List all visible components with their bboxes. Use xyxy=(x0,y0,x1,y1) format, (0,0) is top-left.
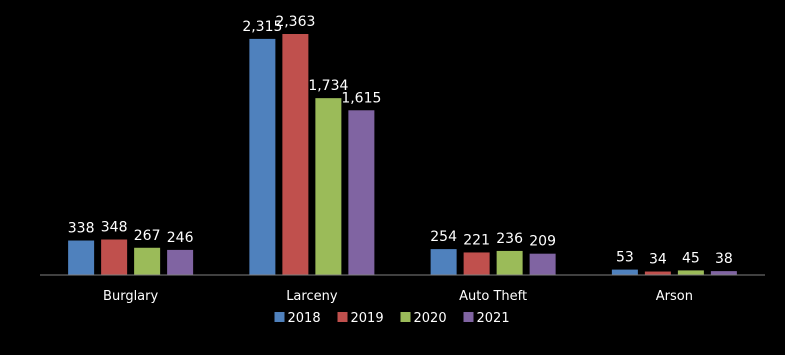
data-label-burglary-2021: 246 xyxy=(167,230,194,246)
data-label-larceny-2019: 2,363 xyxy=(275,14,315,30)
bar-auto-theft-2020 xyxy=(496,250,523,275)
legend-swatch-2019 xyxy=(337,312,348,322)
bar-larceny-2018 xyxy=(249,38,276,275)
data-label-burglary-2019: 348 xyxy=(101,220,128,236)
legend-swatch-2018 xyxy=(274,312,285,322)
bar-arson-2019 xyxy=(644,271,671,275)
bar-arson-2020 xyxy=(677,270,704,275)
data-label-larceny-2020: 1,734 xyxy=(308,78,348,94)
legend-label-2020: 2020 xyxy=(414,311,447,326)
data-label-auto-theft-2018: 254 xyxy=(430,229,457,245)
category-label-arson: Arson xyxy=(656,289,693,304)
bar-larceny-2020 xyxy=(315,98,342,275)
bar-burglary-2018 xyxy=(68,240,95,275)
bar-larceny-2019 xyxy=(282,34,309,275)
legend-label-2019: 2019 xyxy=(351,311,384,326)
data-label-arson-2021: 38 xyxy=(715,251,733,267)
bar-auto-theft-2018 xyxy=(430,249,457,275)
legend-swatch-2020 xyxy=(400,312,411,322)
bar-burglary-2020 xyxy=(134,247,161,275)
data-label-burglary-2018: 338 xyxy=(68,221,95,237)
bars-layer xyxy=(68,34,737,275)
bar-arson-2021 xyxy=(710,271,737,275)
category-labels-layer: Burglary Larceny Auto Theft Arson xyxy=(103,289,693,304)
bar-arson-2018 xyxy=(611,269,638,275)
category-label-auto-theft: Auto Theft xyxy=(459,289,527,304)
category-label-larceny: Larceny xyxy=(286,289,338,304)
legend-label-2018: 2018 xyxy=(288,311,321,326)
data-label-burglary-2020: 267 xyxy=(134,228,161,244)
data-label-arson-2020: 45 xyxy=(682,250,700,266)
bar-auto-theft-2021 xyxy=(529,253,556,275)
category-label-burglary: Burglary xyxy=(103,289,158,304)
data-label-auto-theft-2021: 209 xyxy=(529,234,556,250)
data-label-larceny-2021: 1,615 xyxy=(341,90,381,106)
data-label-arson-2018: 53 xyxy=(616,250,634,266)
data-label-auto-theft-2019: 221 xyxy=(463,232,490,248)
bar-burglary-2019 xyxy=(101,239,128,275)
bar-burglary-2021 xyxy=(167,249,194,275)
legend-swatch-2021 xyxy=(463,312,474,322)
data-label-auto-theft-2020: 236 xyxy=(496,231,523,247)
bar-larceny-2021 xyxy=(348,110,375,275)
data-label-larceny-2018: 2,315 xyxy=(242,19,282,35)
data-label-arson-2019: 34 xyxy=(649,252,667,268)
legend-label-2021: 2021 xyxy=(477,311,510,326)
bar-auto-theft-2019 xyxy=(463,252,490,275)
legend: 2018 2019 2020 2021 xyxy=(274,311,510,326)
